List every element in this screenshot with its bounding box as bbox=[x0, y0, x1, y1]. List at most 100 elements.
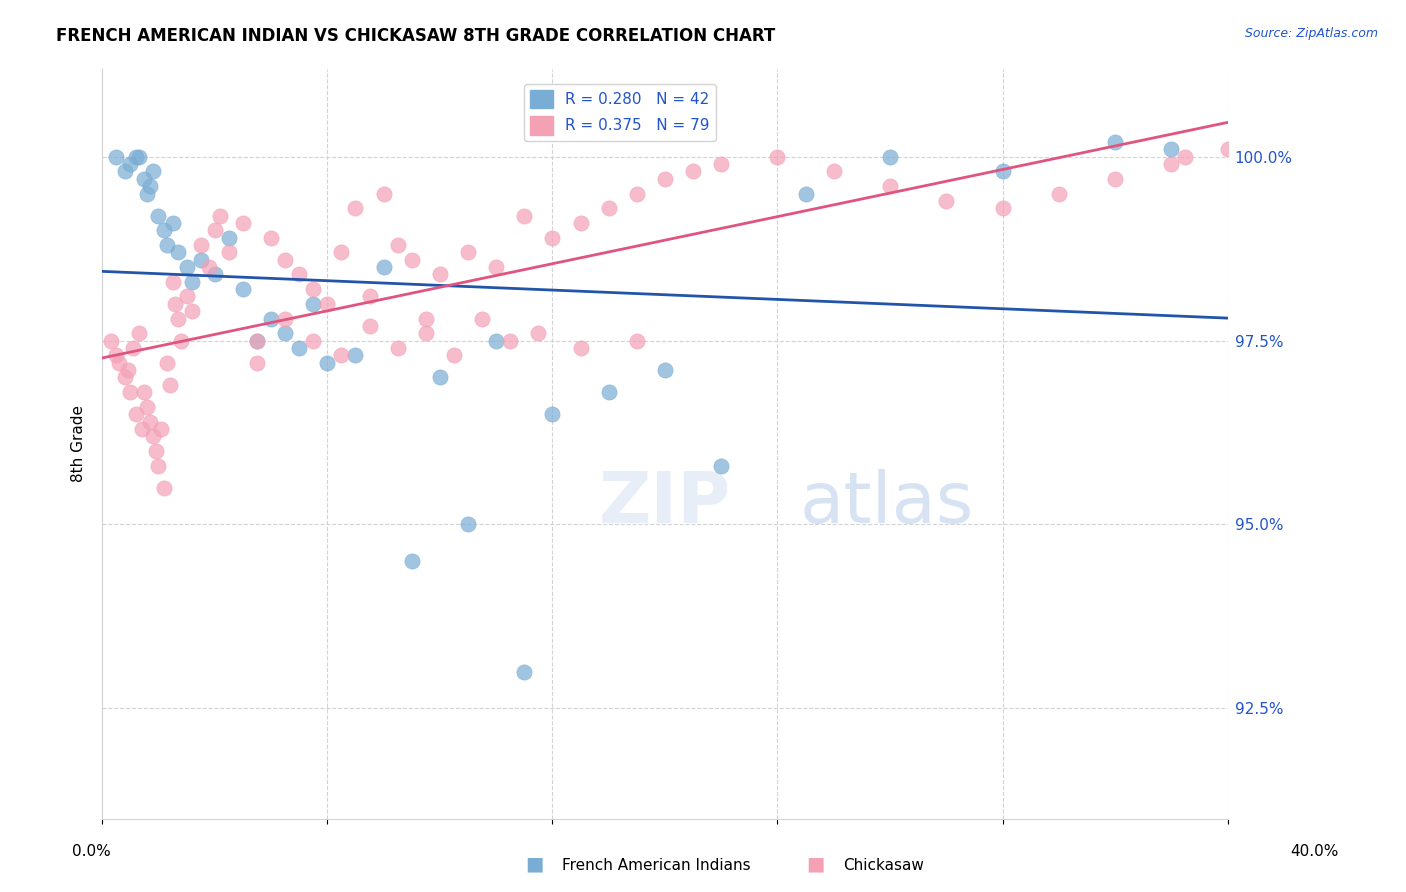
Point bbox=[654, 363, 676, 377]
Point bbox=[232, 216, 254, 230]
Point bbox=[170, 334, 193, 348]
Text: French American Indians: French American Indians bbox=[562, 858, 751, 872]
Point bbox=[288, 268, 311, 282]
Point bbox=[598, 201, 620, 215]
Point bbox=[114, 370, 136, 384]
Point bbox=[527, 326, 550, 341]
Point bbox=[359, 289, 381, 303]
Point bbox=[485, 260, 508, 274]
Point bbox=[1047, 186, 1070, 201]
Point bbox=[359, 318, 381, 333]
Text: Chickasaw: Chickasaw bbox=[844, 858, 925, 872]
Point bbox=[991, 164, 1014, 178]
Point bbox=[162, 216, 184, 230]
Point bbox=[125, 407, 148, 421]
Point bbox=[125, 150, 148, 164]
Point bbox=[457, 517, 479, 532]
Point bbox=[485, 334, 508, 348]
Point bbox=[598, 385, 620, 400]
Point bbox=[274, 252, 297, 267]
Point bbox=[330, 348, 353, 362]
Point bbox=[145, 444, 167, 458]
Point bbox=[429, 370, 451, 384]
Point bbox=[131, 422, 153, 436]
Point bbox=[120, 385, 142, 400]
Point bbox=[190, 238, 212, 252]
Point bbox=[316, 297, 339, 311]
Point bbox=[162, 275, 184, 289]
Point bbox=[150, 422, 173, 436]
Point bbox=[541, 230, 564, 244]
Point bbox=[153, 223, 176, 237]
Point bbox=[429, 268, 451, 282]
Point bbox=[108, 356, 131, 370]
Point bbox=[204, 223, 226, 237]
Point bbox=[176, 289, 198, 303]
Point bbox=[100, 334, 122, 348]
Point bbox=[541, 407, 564, 421]
Point bbox=[134, 171, 156, 186]
Point bbox=[136, 400, 159, 414]
Point bbox=[134, 385, 156, 400]
Point bbox=[139, 179, 162, 194]
Point bbox=[373, 186, 395, 201]
Text: ■: ■ bbox=[524, 855, 544, 873]
Point bbox=[569, 341, 592, 355]
Point bbox=[139, 415, 162, 429]
Point bbox=[176, 260, 198, 274]
Point bbox=[218, 245, 240, 260]
Point bbox=[209, 209, 232, 223]
Point bbox=[710, 458, 733, 473]
Point bbox=[654, 171, 676, 186]
Point bbox=[1104, 171, 1126, 186]
Point bbox=[246, 356, 269, 370]
Point bbox=[128, 150, 150, 164]
Point bbox=[302, 297, 325, 311]
Point bbox=[218, 230, 240, 244]
Point bbox=[401, 252, 423, 267]
Point bbox=[142, 429, 165, 443]
Text: 0.0%: 0.0% bbox=[72, 845, 111, 859]
Point bbox=[1174, 150, 1197, 164]
Point bbox=[330, 245, 353, 260]
Point bbox=[1160, 143, 1182, 157]
Point bbox=[114, 164, 136, 178]
Point bbox=[794, 186, 817, 201]
Point bbox=[387, 238, 409, 252]
Point bbox=[499, 334, 522, 348]
Point bbox=[128, 326, 150, 341]
Point bbox=[167, 311, 190, 326]
Legend: R = 0.280   N = 42, R = 0.375   N = 79: R = 0.280 N = 42, R = 0.375 N = 79 bbox=[524, 84, 716, 141]
Text: atlas: atlas bbox=[800, 469, 974, 538]
Text: Source: ZipAtlas.com: Source: ZipAtlas.com bbox=[1244, 27, 1378, 40]
Point bbox=[991, 201, 1014, 215]
Point bbox=[443, 348, 465, 362]
Point bbox=[117, 363, 139, 377]
Text: FRENCH AMERICAN INDIAN VS CHICKASAW 8TH GRADE CORRELATION CHART: FRENCH AMERICAN INDIAN VS CHICKASAW 8TH … bbox=[56, 27, 776, 45]
Point bbox=[246, 334, 269, 348]
Point bbox=[165, 297, 187, 311]
Point bbox=[142, 164, 165, 178]
Point bbox=[387, 341, 409, 355]
Point bbox=[204, 268, 226, 282]
Point bbox=[879, 179, 901, 194]
Point bbox=[260, 230, 283, 244]
Point bbox=[471, 311, 494, 326]
Point bbox=[105, 150, 128, 164]
Y-axis label: 8th Grade: 8th Grade bbox=[72, 405, 86, 482]
Point bbox=[246, 334, 269, 348]
Point bbox=[1216, 143, 1239, 157]
Point bbox=[181, 275, 204, 289]
Point bbox=[316, 356, 339, 370]
Point bbox=[373, 260, 395, 274]
Point bbox=[148, 458, 170, 473]
Point bbox=[136, 186, 159, 201]
Point bbox=[120, 157, 142, 171]
Text: ■: ■ bbox=[806, 855, 825, 873]
Point bbox=[122, 341, 145, 355]
Point bbox=[569, 216, 592, 230]
Point bbox=[302, 334, 325, 348]
Point bbox=[156, 238, 179, 252]
Point bbox=[167, 245, 190, 260]
Point bbox=[274, 311, 297, 326]
